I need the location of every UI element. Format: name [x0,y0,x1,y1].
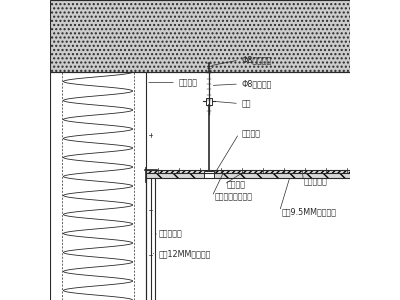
Text: Φ8全丝吊杆: Φ8全丝吊杆 [242,80,272,88]
Bar [146,169,350,173]
Text: 扣件: 扣件 [242,99,251,108]
Text: 双层12MM厚石膏板: 双层12MM厚石膏板 [159,249,211,258]
Bar [146,173,350,178]
Text: 乳胶漆饰面: 乳胶漆饰面 [159,230,183,238]
Text: 覆面龙骨: 覆面龙骨 [226,180,245,189]
Text: 乳胶漆饰面: 乳胶漆饰面 [304,177,327,186]
Text: Φ8膨胀螺栓: Φ8膨胀螺栓 [242,56,272,64]
Text: 挂贴模板: 挂贴模板 [178,78,198,87]
Bar [206,98,212,105]
Bar [204,171,214,178]
Text: 承载龙骨: 承载龙骨 [242,129,260,138]
Bar [50,0,350,72]
Text: 双层9.5MM厚石膏板: 双层9.5MM厚石膏板 [282,207,337,216]
Text: 十字沉头自攻螺丝: 十字沉头自攻螺丝 [214,192,252,201]
